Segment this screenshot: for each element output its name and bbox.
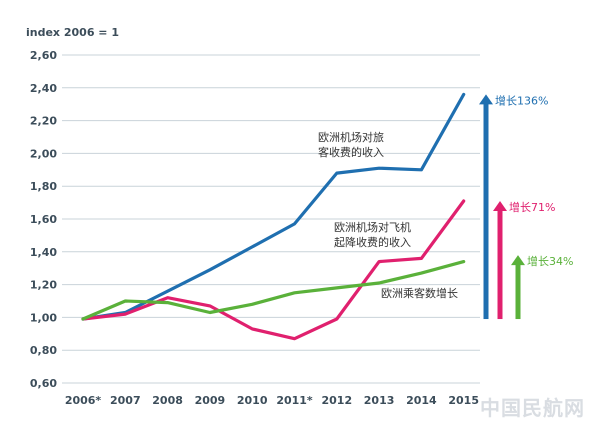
annotation-2: 欧洲机场对飞机 xyxy=(334,220,411,234)
annotation-3: 欧洲乘客数增长 xyxy=(381,286,458,300)
x-tick-label: 2012 xyxy=(321,394,352,407)
series-lines xyxy=(81,92,466,341)
grid xyxy=(62,54,480,384)
y-axis-ticks: 2,60 2,40 2,20 2,00 1,80 1,60 1,40 1,20 1,00 0,80… xyxy=(30,49,57,390)
x-tick-label: 2006* xyxy=(65,394,102,407)
annotation-1: 客收费的收入 xyxy=(318,145,384,159)
arrow-shaft xyxy=(515,263,521,320)
arrow-label: 增长34% xyxy=(527,254,573,268)
series-line-1 xyxy=(81,92,466,321)
watermark-logo: 中国民航网 xyxy=(480,396,585,420)
x-tick-label: 2010 xyxy=(237,394,268,407)
arrow-shaft xyxy=(497,208,503,320)
x-tick-label: 2014 xyxy=(406,394,437,407)
x-tick-label: 2011* xyxy=(276,394,313,407)
growth-arrow-3: 增长34% xyxy=(511,254,573,320)
annotation-2: 起降收费的收入 xyxy=(334,235,411,249)
x-tick-label: 2015 xyxy=(448,394,479,407)
annotation-1: 欧洲机场对旅 xyxy=(318,130,384,144)
y-tick-label: 0,60 xyxy=(30,377,57,390)
x-axis-ticks: 2006* 2007 2008 2009 2010 2011* 2012 2013 2014 20… xyxy=(65,394,479,407)
arrow-head xyxy=(511,255,525,266)
series-line-3 xyxy=(81,260,466,321)
x-tick-label: 2009 xyxy=(195,394,226,407)
y-tick-label: 1,80 xyxy=(30,180,57,193)
growth-arrow-2: 增长71% xyxy=(493,200,555,320)
growth-arrows: 增长136% 增长71% 增长34% xyxy=(479,93,573,320)
arrow-head xyxy=(479,94,493,105)
y-tick-label: 2,20 xyxy=(30,115,57,128)
x-tick-label: 2007 xyxy=(110,394,141,407)
y-tick-label: 2,60 xyxy=(30,49,57,62)
arrow-head xyxy=(493,200,507,211)
y-tick-label: 2,40 xyxy=(30,82,57,95)
x-tick-label: 2008 xyxy=(152,394,183,407)
y-tick-label: 1,00 xyxy=(30,311,57,324)
arrow-label: 增长71% xyxy=(509,200,555,214)
x-tick-label: 2013 xyxy=(364,394,395,407)
y-tick-label: 1,20 xyxy=(30,279,57,292)
arrow-label: 增长136% xyxy=(495,93,548,107)
y-axis-label: index 2006 = 1 xyxy=(26,26,119,39)
y-tick-label: 1,40 xyxy=(30,246,57,259)
arrow-shaft xyxy=(483,102,489,320)
series-line-2 xyxy=(81,199,466,341)
y-tick-label: 2,00 xyxy=(30,147,57,160)
y-tick-label: 1,60 xyxy=(30,213,57,226)
growth-arrow-1: 增长136% xyxy=(479,93,548,320)
y-tick-label: 0,80 xyxy=(30,344,57,357)
